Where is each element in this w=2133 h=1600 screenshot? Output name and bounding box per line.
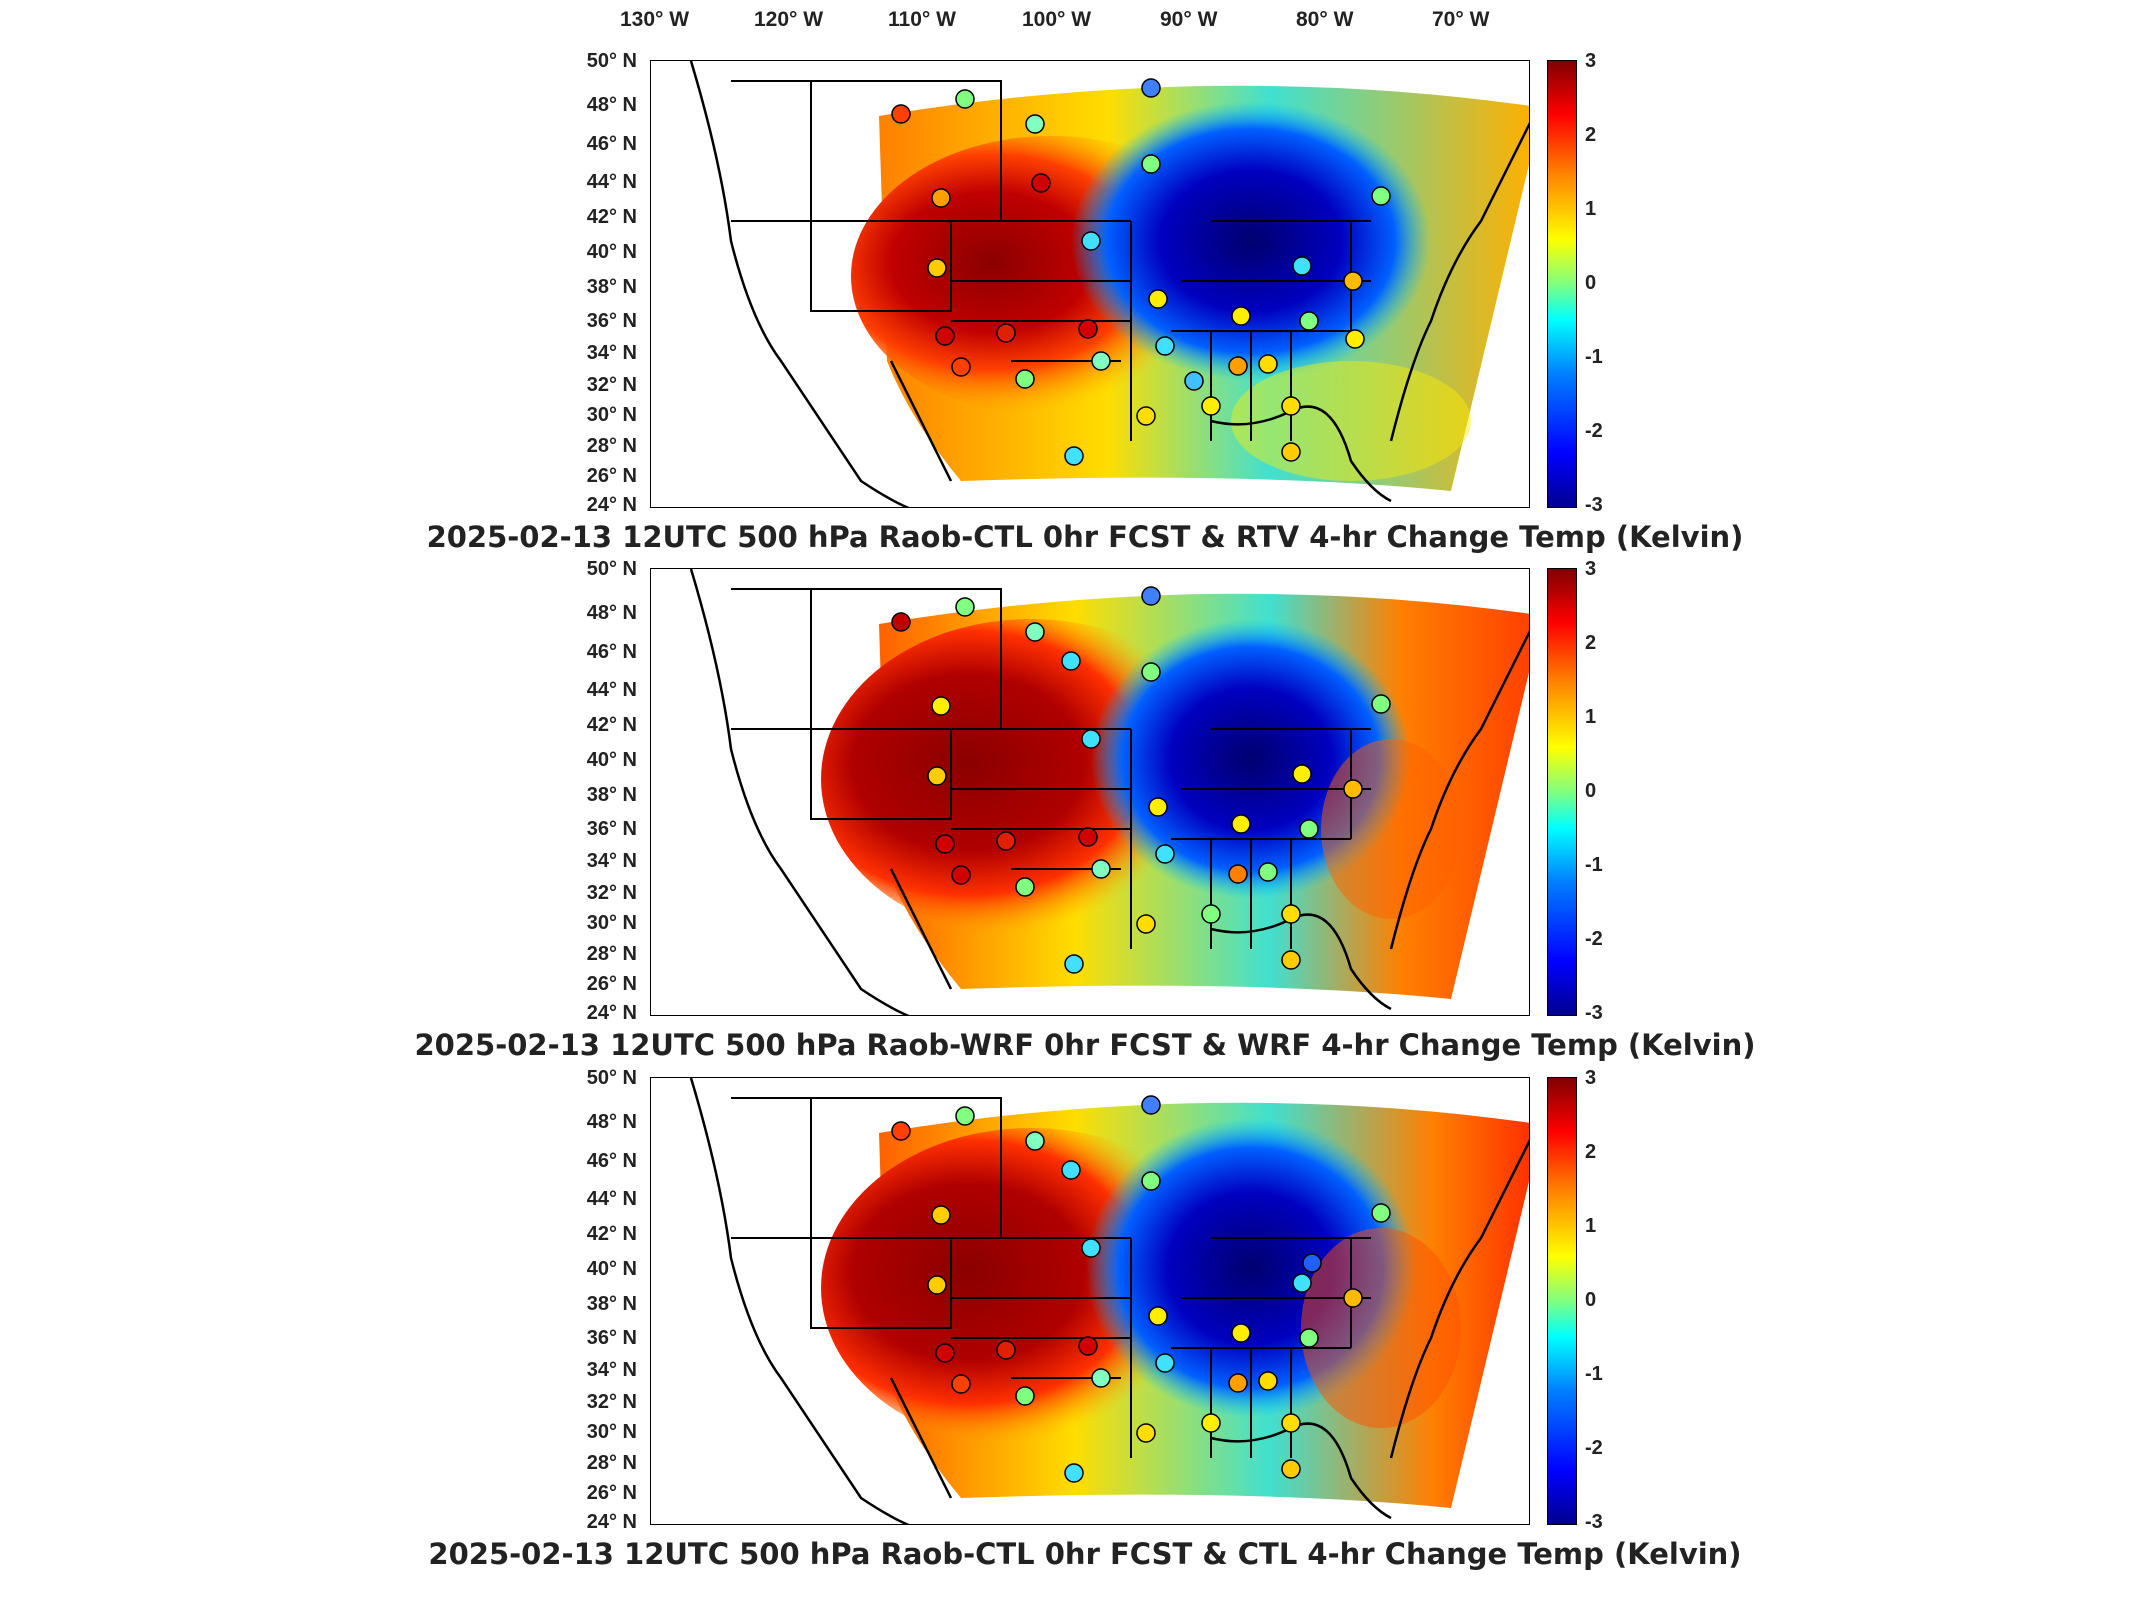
lat-label: 48° N <box>586 602 637 624</box>
lat-label: 44° N <box>586 171 637 193</box>
lat-label: 36° N <box>586 1327 637 1349</box>
lat-label: 34° N <box>586 1359 637 1381</box>
colorbar-tick: 2 <box>1585 632 1597 654</box>
temperature-field-map <box>689 569 1529 1015</box>
lat-label: 36° N <box>586 818 637 840</box>
colorbar-tick: 0 <box>1585 1289 1597 1311</box>
lat-label: 36° N <box>586 310 637 332</box>
lat-label: 24° N <box>586 494 637 516</box>
lat-label: 50° N <box>586 1067 637 1089</box>
colorbar-tick: 3 <box>1585 50 1597 72</box>
colorbar-tick: 3 <box>1585 558 1597 580</box>
lon-label: 100° W <box>1022 8 1092 31</box>
lon-label: 110° W <box>888 8 956 31</box>
colorbar-tick: -1 <box>1585 346 1603 368</box>
colorbar-tick: -2 <box>1585 420 1603 442</box>
lat-label: 28° N <box>586 943 637 965</box>
lat-label: 40° N <box>586 241 637 263</box>
coastline <box>689 61 1529 507</box>
colorbar-tick: 1 <box>1585 198 1597 220</box>
colorbar-tick: -3 <box>1585 1002 1603 1024</box>
colorbar-tick: 1 <box>1585 1215 1597 1237</box>
colorbar <box>1547 60 1577 508</box>
colorbar-tick: -2 <box>1585 928 1603 950</box>
cold-anomaly <box>1071 101 1431 381</box>
coastline <box>689 1078 1529 1524</box>
lon-label: 80° W <box>1296 8 1354 31</box>
lon-label: 130° W <box>620 8 690 31</box>
lon-label: 120° W <box>754 8 824 31</box>
lat-label: 46° N <box>586 1150 637 1172</box>
raob-stations <box>891 586 1391 974</box>
colorbar-tick: -2 <box>1585 1437 1603 1459</box>
lat-label: 24° N <box>586 1511 637 1533</box>
lat-label: 44° N <box>586 679 637 701</box>
lat-label: 38° N <box>586 276 637 298</box>
colorbar <box>1547 568 1577 1016</box>
colorbar-tick: 2 <box>1585 124 1597 146</box>
colorbar-tick: 0 <box>1585 272 1597 294</box>
lat-label: 28° N <box>586 1452 637 1474</box>
panel-title: 2025-02-13 12UTC 500 hPa Raob-WRF 0hr FC… <box>414 1028 1756 1062</box>
lat-label: 30° N <box>586 404 637 426</box>
colorbar-tick: 3 <box>1585 1067 1597 1089</box>
lat-label: 42° N <box>586 1223 637 1245</box>
lat-label: 28° N <box>586 435 637 457</box>
colorbar-tick: 0 <box>1585 780 1597 802</box>
lat-label: 26° N <box>586 1482 637 1504</box>
lat-label: 50° N <box>586 50 637 72</box>
map-plot-area <box>650 1077 1530 1525</box>
map-plot-area <box>650 60 1530 508</box>
colorbar-tick: 1 <box>1585 706 1597 728</box>
panel-title: 2025-02-13 12UTC 500 hPa Raob-CTL 0hr FC… <box>426 520 1744 554</box>
lat-label: 40° N <box>586 1258 637 1280</box>
lat-label: 30° N <box>586 912 637 934</box>
lat-label: 32° N <box>586 1391 637 1413</box>
colorbar-tick: -1 <box>1585 1363 1603 1385</box>
lat-label: 30° N <box>586 1421 637 1443</box>
lat-label: 26° N <box>586 973 637 995</box>
colorbar <box>1547 1077 1577 1525</box>
coastline <box>689 569 1529 1015</box>
raob-stations <box>891 1095 1391 1483</box>
lat-label: 40° N <box>586 749 637 771</box>
lat-label: 42° N <box>586 206 637 228</box>
lat-label: 38° N <box>586 1293 637 1315</box>
colorbar-tick: -1 <box>1585 854 1603 876</box>
lat-label: 50° N <box>586 558 637 580</box>
colorbar-tick: 2 <box>1585 1141 1597 1163</box>
lat-label: 44° N <box>586 1188 637 1210</box>
lat-label: 46° N <box>586 133 637 155</box>
lat-label: 46° N <box>586 641 637 663</box>
lat-label: 38° N <box>586 784 637 806</box>
raob-stations <box>891 78 1391 466</box>
lat-label: 32° N <box>586 882 637 904</box>
map-plot-area <box>650 568 1530 1016</box>
lon-label: 90° W <box>1160 8 1218 31</box>
colorbar-tick: -3 <box>1585 1511 1603 1533</box>
panel-title: 2025-02-13 12UTC 500 hPa Raob-CTL 0hr FC… <box>428 1537 1742 1571</box>
lat-label: 34° N <box>586 850 637 872</box>
temperature-field-map <box>689 1078 1529 1524</box>
lon-label: 70° W <box>1432 8 1490 31</box>
temperature-field-map <box>689 61 1529 507</box>
lat-label: 34° N <box>586 342 637 364</box>
lat-label: 24° N <box>586 1002 637 1024</box>
lat-label: 32° N <box>586 374 637 396</box>
lat-label: 48° N <box>586 94 637 116</box>
lat-label: 26° N <box>586 465 637 487</box>
colorbar-tick: -3 <box>1585 494 1603 516</box>
lat-label: 48° N <box>586 1111 637 1133</box>
lat-label: 42° N <box>586 714 637 736</box>
